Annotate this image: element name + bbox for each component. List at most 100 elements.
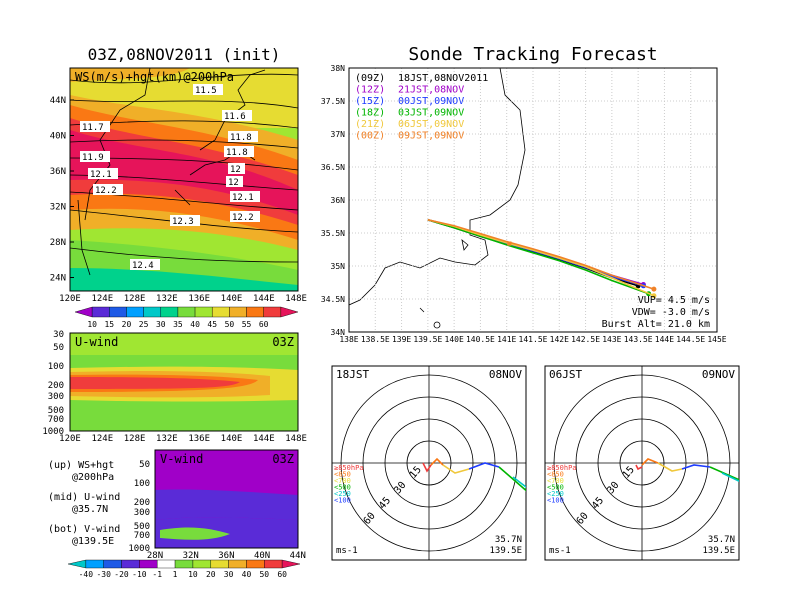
v-lat-tick: 36N — [218, 551, 234, 561]
hodo-ring-label: 15 — [621, 464, 637, 480]
contour-label: 12.2 — [232, 213, 254, 223]
map-lon-tick: 124E — [91, 294, 113, 304]
note-bot-a: (bot) V-wind — [48, 524, 120, 535]
track-lat-tick: 34.5N — [321, 295, 345, 304]
track-lon-tick: 141E — [497, 335, 516, 344]
v-colorbar-label: -30 — [96, 570, 111, 579]
hodo-plevel: <700 — [334, 477, 351, 485]
v-colorbar-label: 30 — [224, 570, 234, 579]
hodo-trace — [635, 464, 643, 471]
v-colorbar-label: -1 — [152, 570, 162, 579]
legend-text: 09JST,09NOV — [398, 131, 464, 142]
legend-text: 03JST,09NOV — [398, 108, 464, 119]
hodo-plevel: ≥850hPa — [334, 464, 364, 472]
hodo-lon: 139.5E — [489, 546, 522, 556]
contour-label-bg — [193, 84, 223, 95]
v-colorbar-swatch — [157, 559, 176, 569]
map-frame — [69, 67, 299, 292]
colorbar-label: 20 — [122, 320, 132, 329]
u-lon-ticks: 120E 124E 128E 132E 136E 140E 144E 148E — [59, 434, 307, 444]
hodo-unit: ms-1 — [336, 546, 358, 556]
colorbar-label: 35 — [173, 320, 183, 329]
track-lon-tick: 142E — [550, 335, 569, 344]
track-line — [427, 219, 649, 295]
wind-speed-map — [70, 68, 298, 291]
track-lat-ticks: 38N 37.5N 37N 36.5N 36N 35.5N 35N 34.5N 34N — [321, 64, 345, 337]
hodo-unit: ms-1 — [549, 546, 571, 556]
track-lon-tick: 138E — [339, 335, 358, 344]
note-bot-b: @139.5E — [72, 536, 114, 547]
u-pressure-tick: 1000 — [42, 427, 64, 437]
map-lon-tick: 148E — [285, 294, 307, 304]
contour-label-bg — [93, 184, 123, 195]
vup-text: VUP= 4.5 m/s — [638, 295, 710, 306]
map-lon-tick: 144E — [253, 294, 275, 304]
v-pressure-tick: 700 — [134, 531, 150, 541]
v-lat-tick: 32N — [183, 551, 199, 561]
contour-label-bg — [222, 110, 252, 121]
hodo-ring-label: 15 — [408, 464, 424, 480]
track-coast — [349, 68, 526, 329]
track-lon-tick: 142.5E — [571, 335, 600, 344]
map-panel-label: WS(m/s)+hgt(km)@200hPa — [75, 70, 234, 84]
hodo-date: 09NOV — [702, 368, 735, 381]
contour-label: 12.4 — [132, 261, 154, 271]
contour-label-bg — [230, 191, 260, 202]
colorbar-swatch — [126, 306, 144, 318]
v-colorbar-label: 1 — [173, 570, 178, 579]
legend-code: (00Z) — [355, 131, 385, 142]
v-colorbar-label: 40 — [242, 570, 252, 579]
track-series — [427, 219, 657, 299]
track-legend: (09Z) 18JST,08NOV2011 (12Z) 21JST,08NOV (15Z… — [355, 73, 488, 142]
hodo-trace — [681, 464, 711, 470]
hodo-trace — [709, 466, 739, 481]
v-wind-field — [155, 450, 298, 548]
hodo-ring-label: 60 — [362, 511, 378, 527]
v-pressure-tick: 500 — [134, 522, 150, 532]
map-lat-tick: 40N — [50, 132, 66, 142]
contour-label-bg — [88, 168, 118, 179]
legend-code: (18Z) — [355, 108, 385, 119]
hodo-ring-label: 60 — [575, 511, 591, 527]
v-colorbar-label: -40 — [79, 570, 94, 579]
colorbar-label: 25 — [139, 320, 149, 329]
hodo-plevel: <100 — [334, 497, 351, 505]
track-lon-tick: 141.5E — [519, 335, 548, 344]
hodo-plevel: <500 — [547, 484, 564, 492]
map-lon-tick: 140E — [221, 294, 243, 304]
v-colorbar-swatch — [246, 559, 265, 569]
contour-label: 12.1 — [90, 170, 112, 180]
legend-code: (21Z) — [355, 119, 385, 130]
track-lat-tick: 38N — [331, 64, 346, 73]
track-lon-tick: 143.5E — [624, 335, 653, 344]
colorbar-swatch — [212, 306, 230, 318]
u-pressure-tick: 50 — [53, 343, 64, 353]
contour-labels: 11.5 11.6 11.7 11.8 11.8 11.9 12 12 12.1 12.1 12.2… — [80, 84, 260, 271]
hodo-trace — [468, 462, 500, 470]
note-mid-a: (mid) U-wind — [48, 492, 120, 503]
v-colorbar-swatch — [174, 559, 194, 569]
track-grid — [349, 68, 717, 332]
legend-code: (15Z) — [355, 96, 385, 107]
hodo-ring-label: 30 — [392, 480, 408, 496]
track-lat-tick: 36.5N — [321, 163, 345, 172]
contour-label: 12.2 — [95, 186, 117, 196]
landing-point — [651, 293, 657, 299]
legend-text: 21JST,08NOV — [398, 85, 464, 96]
track-lon-tick: 139E — [392, 335, 411, 344]
legend-code: (09Z) — [355, 73, 385, 84]
hodo-ring-label: 45 — [377, 495, 393, 511]
contour-label-bg — [80, 151, 110, 162]
track-lon-tick: 140.5E — [466, 335, 495, 344]
track-lat-tick: 35.5N — [321, 229, 345, 238]
contour-label: 11.8 — [230, 133, 252, 143]
v-colorbar-swatch — [139, 559, 158, 569]
hodo-date: 08NOV — [489, 368, 522, 381]
contour-label-bg — [228, 163, 245, 174]
hodo-plevel: <500 — [334, 484, 351, 492]
v-colorbar-swatch — [67, 559, 87, 569]
v-wind-frame — [154, 449, 299, 549]
hodo-plevel: <250 — [334, 490, 351, 498]
v-colorbar-label: 10 — [188, 570, 198, 579]
